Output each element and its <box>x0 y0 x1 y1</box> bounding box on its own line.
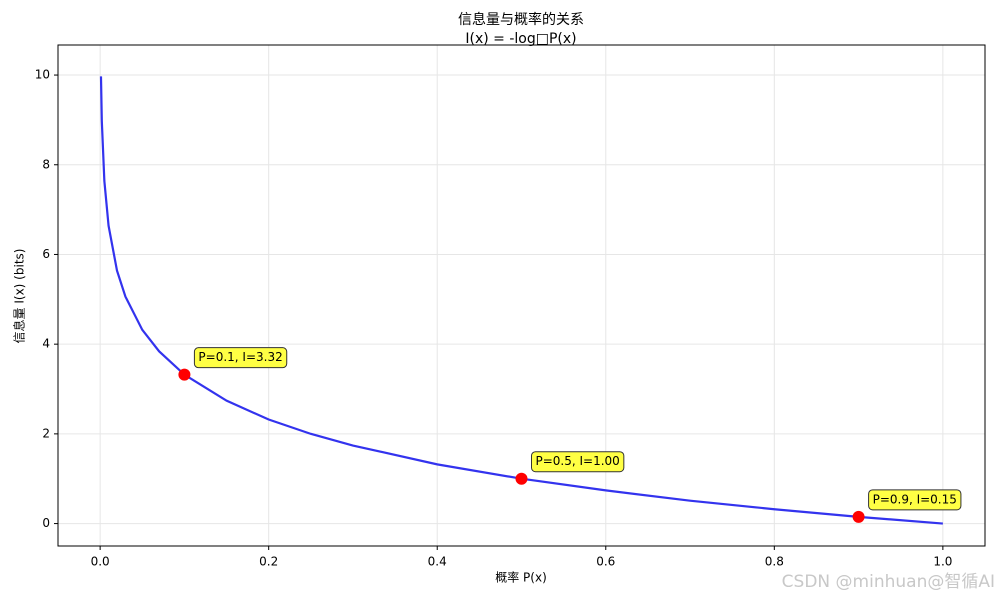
x-axis-label: 概率 P(x) <box>495 570 547 585</box>
point <box>852 510 865 523</box>
x-tick-label: 0.4 <box>428 555 447 569</box>
watermark: CSDN @minhuan@智循AI <box>782 572 995 592</box>
annotation-box <box>531 451 625 473</box>
chart-subtitle: I(x) = -log□P(x) <box>465 31 576 47</box>
plot-frame <box>57 44 986 547</box>
annotation: P=0.9, I=0.15 <box>868 489 962 511</box>
annotation-label: P=0.9, I=0.15 <box>873 492 957 506</box>
curve <box>99 76 943 525</box>
x-tick-label: 1.0 <box>933 555 952 569</box>
x-tick-label: 0.0 <box>91 555 110 569</box>
point <box>515 472 528 485</box>
y-tick-label: 10 <box>35 68 50 82</box>
y-tick-label: 0 <box>42 516 50 530</box>
y-tick-label: 8 <box>42 157 50 171</box>
x-tick-label: 0.6 <box>596 555 615 569</box>
annotation-box <box>193 347 288 369</box>
y-axis-label: 信息量 I(x) (bits) <box>12 249 27 344</box>
annotation-label: P=0.5, I=1.00 <box>536 454 620 468</box>
annotation: P=0.5, I=1.00 <box>531 451 625 473</box>
x-tick-label: 0.2 <box>259 555 278 569</box>
chart-title: 信息量与概率的关系 <box>458 11 584 28</box>
y-tick-label: 6 <box>42 247 50 261</box>
annotation-label: P=0.1, I=3.32 <box>198 350 282 364</box>
y-tick-label: 2 <box>42 426 50 440</box>
x-tick-label: 0.8 <box>765 555 784 569</box>
point <box>178 368 191 381</box>
annotation: P=0.1, I=3.32 <box>193 347 288 369</box>
annotation-box <box>868 489 962 511</box>
y-tick-label: 4 <box>42 337 50 351</box>
